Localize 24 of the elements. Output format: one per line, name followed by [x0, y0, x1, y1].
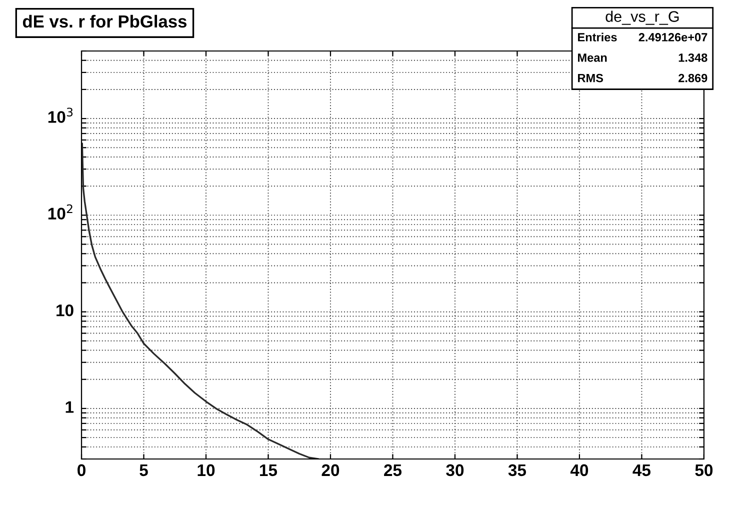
text: 2.49126e+07	[638, 33, 708, 42]
text: de_vs_r_G	[606, 10, 679, 25]
text: Entries	[578, 32, 617, 42]
x-tick-label: 10	[198, 464, 215, 476]
annotation: RMS	[578, 74, 604, 82]
annotation: Mean	[578, 54, 607, 62]
y-tick-label: 10	[56, 304, 74, 316]
x-tick-label: 5	[140, 464, 148, 476]
y-tick-label: 10$^{2}$	[48, 204, 72, 220]
line-series	[82, 142, 319, 459]
chart-title: dE vs. r for PbGlass	[22, 14, 187, 28]
x-tick-label: 20	[322, 464, 340, 476]
x-tick-label: 15	[260, 464, 278, 476]
x-tick-label: 0	[78, 464, 86, 476]
y-tick-label: 10$^{3}$	[48, 108, 73, 123]
x-tick-label: 35	[508, 464, 526, 476]
x-tick-label: 40	[570, 464, 588, 476]
annotation: 1.348	[678, 53, 708, 62]
annotation: 2.869	[678, 74, 708, 82]
x-tick-label: 25	[384, 464, 402, 476]
x-tick-label: 50	[695, 464, 713, 476]
y-tick-label: 1	[66, 401, 74, 413]
x-tick-label: 45	[632, 464, 651, 476]
x-tick-label: 30	[446, 464, 464, 476]
